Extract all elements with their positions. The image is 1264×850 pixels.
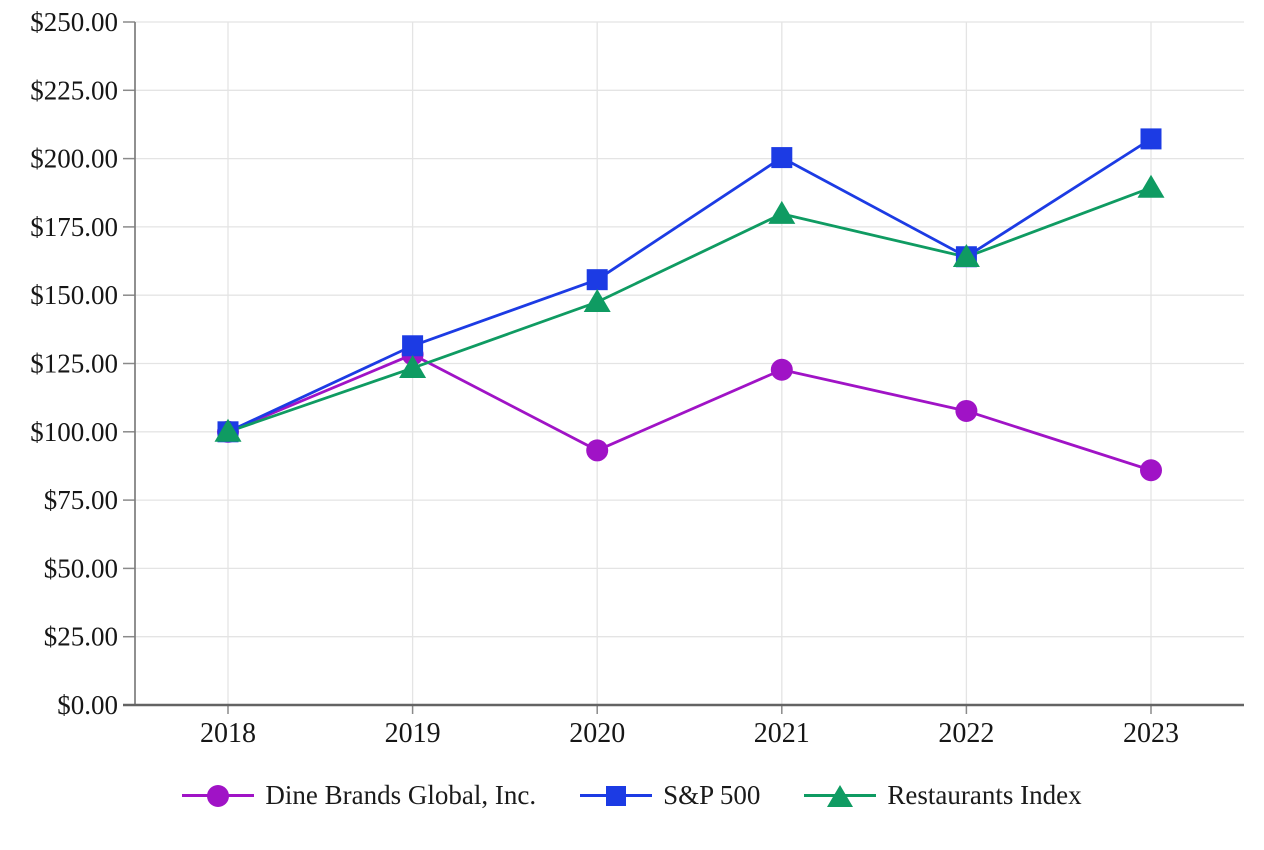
y-axis-tick-label: $250.00 <box>30 7 118 37</box>
chart-legend: Dine Brands Global, Inc. S&P 500 Restaur… <box>0 780 1264 811</box>
legend-marker-triangle-icon <box>804 783 877 809</box>
data-point-marker <box>1137 174 1165 198</box>
y-axis-tick-label: $50.00 <box>44 553 118 583</box>
series-line <box>227 353 1152 472</box>
x-axis-tick-label: 2022 <box>938 718 994 749</box>
y-axis-tick-label: $25.00 <box>44 622 118 652</box>
legend-label-dine-brands: Dine Brands Global, Inc. <box>265 780 537 810</box>
series-line <box>227 186 1152 434</box>
legend-item-dine-brands: Dine Brands Global, Inc. <box>182 780 536 811</box>
y-axis-tick-label: $175.00 <box>30 212 118 242</box>
y-axis-tick-label: $0.00 <box>57 690 118 720</box>
data-point-marker <box>771 147 793 169</box>
x-axis-tick-label: 2023 <box>1123 718 1179 749</box>
x-axis-tick-label: 2020 <box>569 718 625 749</box>
data-point-marker <box>770 358 793 381</box>
data-point-marker <box>214 418 242 442</box>
data-point-marker <box>1140 459 1162 482</box>
legend-marker-circle-icon <box>182 783 255 809</box>
data-point-marker <box>768 200 796 224</box>
legend-label-sp500: S&P 500 <box>663 780 761 810</box>
legend-marker-square-icon <box>580 783 653 809</box>
series-line <box>227 137 1152 434</box>
data-point-marker <box>586 269 608 291</box>
data-point-marker <box>952 244 980 268</box>
y-axis-tick-label: $225.00 <box>30 75 118 105</box>
y-axis-tick-label: $125.00 <box>30 349 118 379</box>
chart-canvas: $0.00 $25.00 $50.00 $75.00 $100.00 $125.00 $15… <box>30 7 1244 749</box>
y-axis-tick-label: $100.00 <box>30 417 118 447</box>
x-axis-tick-label: 2021 <box>754 718 810 749</box>
x-axis-tick-label: 2019 <box>385 718 441 749</box>
data-point-marker <box>402 335 424 357</box>
data-point-marker <box>586 439 609 462</box>
data-point-marker <box>583 289 611 313</box>
y-axis-tick-label: $200.00 <box>30 144 118 174</box>
data-point-marker <box>399 355 427 379</box>
legend-item-restaurants-index: Restaurants Index <box>804 780 1082 811</box>
x-axis-tick-label: 2018 <box>200 718 256 749</box>
legend-label-restaurants-index: Restaurants Index <box>887 780 1082 810</box>
y-axis-tick-label: $150.00 <box>30 280 118 310</box>
data-point-marker <box>1140 128 1162 150</box>
legend-item-sp500: S&P 500 <box>580 780 760 811</box>
data-point-marker <box>955 399 978 422</box>
y-axis-tick-label: $75.00 <box>44 485 118 515</box>
